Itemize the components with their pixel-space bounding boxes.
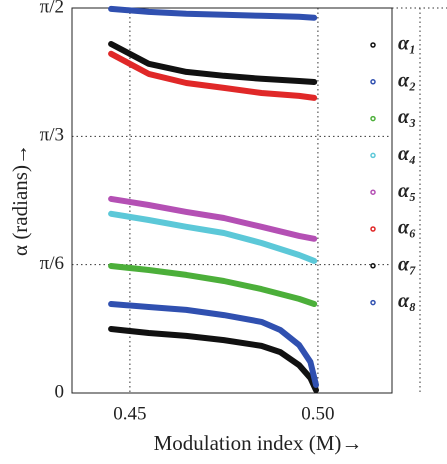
- legend-marker: [370, 263, 376, 269]
- series-line: [108, 210, 318, 264]
- series-line: [108, 5, 318, 21]
- series-line: [108, 50, 318, 101]
- legend-label: α₆: [398, 217, 416, 239]
- legend-label: α₇: [398, 253, 416, 275]
- legend-label: α₁: [398, 33, 416, 55]
- series-line: [108, 263, 318, 307]
- legend-label: α₄: [398, 143, 416, 165]
- legend-marker: [370, 226, 376, 232]
- y-tick-label: π/2: [40, 0, 64, 17]
- series-line: [108, 195, 318, 242]
- series-line: [108, 326, 319, 394]
- legend-label: α₃: [398, 106, 416, 128]
- legend-marker: [370, 299, 376, 306]
- x-tick-label: 0.45: [113, 403, 146, 424]
- legend-label: α₈: [398, 290, 416, 312]
- y-axis-label: α (radians)→: [8, 144, 32, 256]
- legend-label: α₅: [398, 180, 416, 202]
- x-tick-label: 0.50: [301, 403, 334, 424]
- plot-frame: [71, 7, 393, 394]
- legend-marker: [370, 115, 376, 122]
- series-line: [108, 301, 319, 388]
- x-axis-label: Modulation index (M)→: [154, 431, 363, 455]
- legend-marker: [370, 79, 376, 85]
- y-tick-label: π/3: [40, 125, 64, 146]
- legend-marker: [370, 189, 376, 195]
- legend-marker: [370, 152, 376, 159]
- legend-label: α₂: [398, 69, 416, 91]
- y-tick-label: 0: [55, 381, 65, 402]
- y-tick-label: π/6: [40, 253, 64, 274]
- legend-marker: [370, 42, 376, 48]
- series-line: [108, 41, 318, 85]
